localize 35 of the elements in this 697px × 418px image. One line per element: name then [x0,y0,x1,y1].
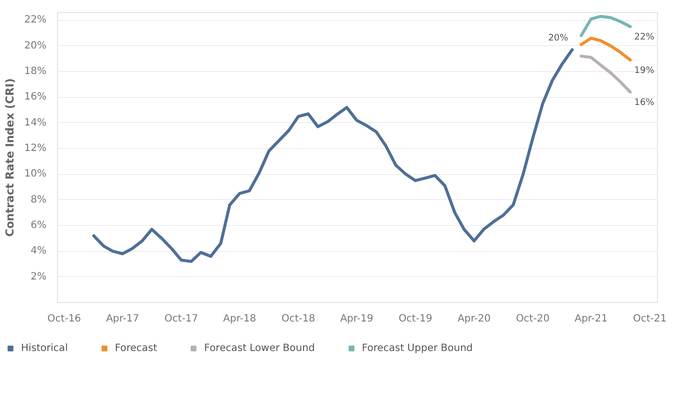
x-tick-label: Apr-17 [106,314,140,324]
x-tick-label: Apr-20 [458,314,491,324]
data-label: 19% [634,66,655,76]
legend-label: Historical [21,342,68,354]
y-tick-label: 8% [30,194,47,206]
legend-label: Forecast Upper Bound [362,342,473,354]
x-tick-label: Apr-18 [223,314,256,324]
y-tick-label: 22% [24,14,47,26]
x-tick-label: Oct-19 [398,314,432,324]
y-tick-label: 12% [24,143,47,154]
x-tick-label: Oct-18 [282,314,316,324]
y-axis-title: Contract Rate Index (CRI) [3,78,16,237]
y-tick-label: 6% [30,220,47,232]
x-tick-label: Oct-17 [164,314,198,324]
line-series [580,54,632,94]
data-label: 22% [634,32,655,43]
x-tick-label: Apr-19 [340,314,374,324]
line-series [580,14,632,38]
data-label: 16% [634,98,655,108]
legend-label: Forecast Lower Bound [204,342,315,354]
x-tick-label: Oct-16 [47,314,82,324]
x-tick-label: Oct-21 [632,314,667,324]
line-series [580,36,632,62]
legend-label: Forecast [114,342,158,354]
line-series [92,48,574,263]
y-tick-label: 14% [24,117,47,128]
y-tick-label: 16% [24,92,47,103]
y-tick-label: 4% [30,246,47,257]
y-tick-label: 18% [24,66,47,78]
y-tick-label: 10% [24,168,47,180]
y-tick-label: 2% [30,271,47,282]
data-label: 20% [548,34,569,44]
x-tick-label: Apr-21 [574,314,608,324]
y-tick-label: 20% [24,40,47,52]
x-tick-label: Oct-20 [516,314,550,324]
